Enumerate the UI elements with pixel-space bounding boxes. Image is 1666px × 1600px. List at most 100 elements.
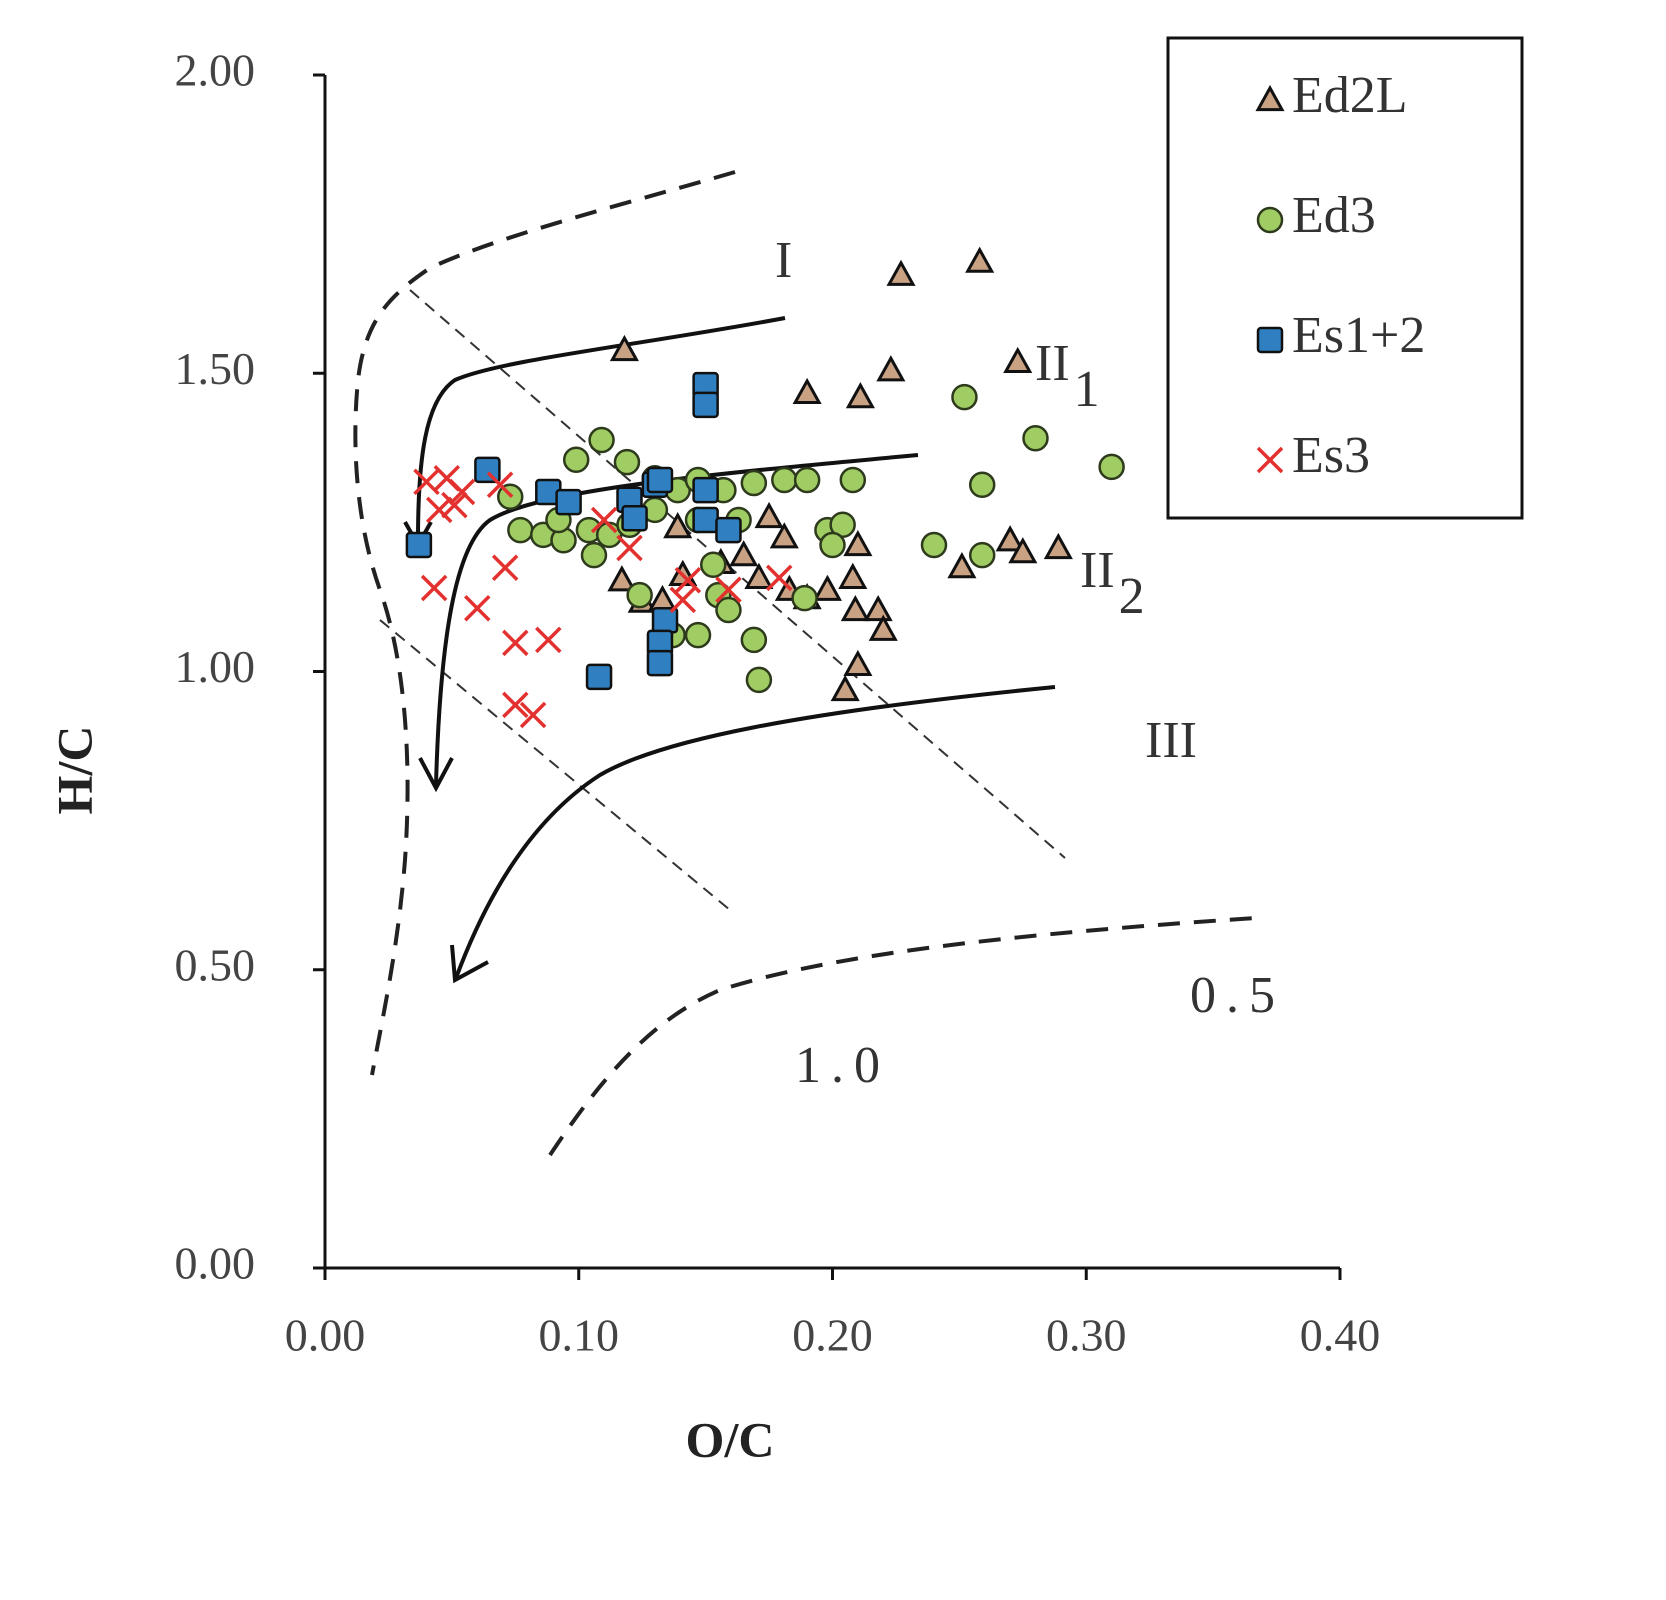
legend-box bbox=[1166, 36, 1524, 520]
annotation: 0.5 bbox=[1190, 967, 1285, 1024]
circle-marker bbox=[588, 426, 615, 454]
x-tick-label: 0.10 bbox=[539, 1310, 620, 1361]
square-marker bbox=[692, 476, 719, 504]
circle-marker bbox=[507, 516, 534, 544]
triangle-marker bbox=[845, 382, 875, 409]
circle-marker bbox=[1022, 425, 1049, 452]
annotation: II bbox=[1080, 542, 1115, 599]
annotation: II bbox=[1035, 335, 1070, 392]
square-marker bbox=[585, 663, 613, 691]
triangle-marker bbox=[876, 355, 906, 382]
circle-marker bbox=[613, 448, 641, 476]
cross-marker bbox=[420, 574, 448, 602]
square-marker bbox=[621, 504, 648, 532]
y-tick-label: 2.00 bbox=[175, 45, 256, 96]
triangle-marker bbox=[947, 552, 977, 579]
cross-marker bbox=[441, 491, 468, 519]
x-tick-label: 0.00 bbox=[285, 1310, 366, 1361]
cross-marker bbox=[669, 586, 697, 614]
circle-marker bbox=[920, 531, 948, 559]
triangle-marker bbox=[1008, 537, 1038, 564]
cross-marker bbox=[464, 595, 491, 622]
x-tick-label: 0.20 bbox=[792, 1310, 873, 1361]
annotation-subscript: 1 bbox=[1074, 361, 1100, 418]
cross-marker bbox=[535, 626, 562, 654]
circle-marker bbox=[1256, 206, 1284, 234]
square-marker bbox=[692, 391, 719, 419]
cross-marker bbox=[616, 534, 643, 562]
cross-marker bbox=[491, 554, 519, 581]
circle-marker bbox=[951, 383, 978, 411]
annotation: III bbox=[1145, 712, 1197, 769]
cross-marker bbox=[715, 576, 742, 604]
triangle-marker bbox=[729, 540, 759, 567]
cross-marker bbox=[502, 691, 529, 719]
circle-marker bbox=[715, 596, 742, 624]
cross-marker bbox=[674, 566, 702, 594]
x-tick-label: 0.40 bbox=[1300, 1310, 1381, 1361]
circle-marker bbox=[684, 621, 712, 649]
circle-marker bbox=[580, 541, 608, 569]
y-tick-label: 1.50 bbox=[175, 343, 256, 394]
triangle-marker bbox=[843, 649, 873, 677]
reference-curves bbox=[353, 170, 1256, 1157]
circle-marker bbox=[839, 466, 867, 494]
triangle-marker bbox=[663, 512, 693, 539]
triangle-marker bbox=[769, 522, 799, 549]
triangle-marker bbox=[1043, 532, 1073, 560]
cross-marker bbox=[486, 471, 514, 499]
circle-marker bbox=[819, 531, 846, 559]
triangle-marker bbox=[965, 246, 995, 273]
triangle-marker bbox=[1003, 346, 1033, 374]
cross-marker bbox=[448, 478, 476, 506]
triangle-marker bbox=[886, 259, 916, 286]
circle-marker bbox=[968, 541, 996, 569]
y-tick-label: 1.00 bbox=[175, 641, 256, 692]
x-axis-label: O/C bbox=[686, 1411, 775, 1467]
annotation-subscript: 2 bbox=[1119, 568, 1145, 625]
legend-label: Ed3 bbox=[1292, 187, 1376, 244]
triangle-marker bbox=[607, 565, 637, 592]
circle-marker bbox=[968, 471, 996, 499]
cross-marker bbox=[1256, 446, 1284, 474]
triangle-marker bbox=[754, 501, 784, 529]
annotation: I bbox=[775, 232, 792, 289]
square-marker bbox=[405, 531, 433, 559]
legend-label: Es1+2 bbox=[1292, 307, 1425, 364]
square-marker bbox=[646, 466, 674, 494]
circle-marker bbox=[771, 466, 798, 494]
circle-marker bbox=[699, 551, 727, 578]
triangle-marker bbox=[838, 562, 868, 589]
triangle-marker bbox=[609, 334, 639, 362]
square-marker bbox=[1256, 326, 1284, 354]
triangle-marker bbox=[792, 377, 822, 405]
triangle-marker bbox=[647, 584, 678, 612]
triangle-marker bbox=[1255, 84, 1285, 112]
square-marker bbox=[651, 606, 679, 634]
cross-marker bbox=[425, 496, 453, 524]
square-marker bbox=[555, 488, 582, 516]
circle-marker bbox=[740, 626, 768, 654]
triangle-marker bbox=[840, 594, 870, 622]
circle-marker bbox=[791, 584, 818, 612]
y-tick-label: 0.00 bbox=[175, 1238, 256, 1289]
triangle-marker bbox=[812, 574, 842, 601]
y-axis-label: H/C bbox=[46, 726, 102, 815]
circle-marker bbox=[740, 469, 768, 497]
square-marker bbox=[715, 516, 742, 544]
annotation: 1.0 bbox=[795, 1037, 890, 1094]
square-marker bbox=[646, 649, 674, 677]
square-marker bbox=[692, 506, 719, 534]
circle-marker bbox=[1098, 453, 1125, 481]
cross-marker bbox=[502, 629, 529, 657]
circle-marker bbox=[793, 466, 821, 494]
triangle-marker bbox=[995, 525, 1025, 552]
legend-label: Es3 bbox=[1292, 427, 1370, 484]
cross-marker bbox=[765, 564, 793, 592]
cross-marker bbox=[590, 506, 618, 534]
legend-label: Ed2L bbox=[1292, 67, 1408, 124]
triangle-marker bbox=[744, 562, 774, 589]
x-tick-label: 0.30 bbox=[1046, 1310, 1127, 1361]
triangle-marker bbox=[863, 594, 893, 622]
